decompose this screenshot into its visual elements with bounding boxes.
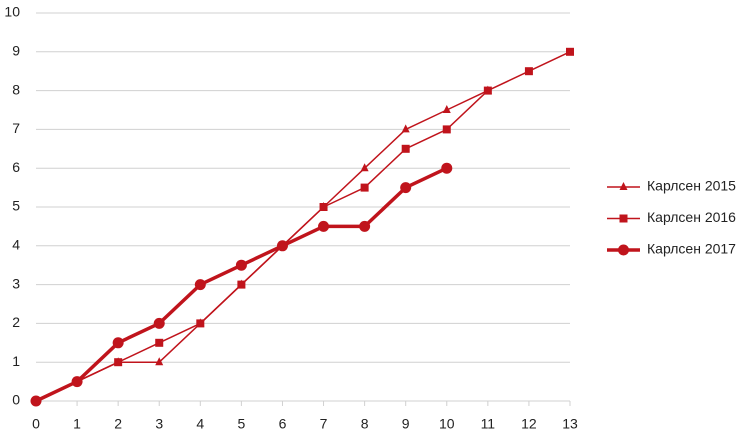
data-point	[71, 376, 83, 388]
x-tick-label: 11	[481, 416, 496, 432]
data-point	[318, 220, 330, 232]
y-tick-label: 7	[12, 120, 20, 136]
data-point	[566, 47, 574, 56]
x-tick-label: 8	[361, 416, 369, 432]
data-point	[401, 124, 410, 133]
data-point	[360, 183, 369, 192]
data-point	[319, 203, 328, 211]
y-tick-label: 3	[12, 275, 20, 291]
y-tick-label: 5	[12, 198, 20, 214]
y-tick-label: 0	[12, 392, 20, 408]
data-point	[194, 279, 206, 291]
data-point	[441, 162, 453, 174]
legend-label: Карлсен 2016	[647, 209, 736, 225]
data-point	[235, 259, 247, 271]
data-point	[114, 358, 123, 367]
data-point	[155, 338, 164, 347]
y-tick-label: 4	[12, 237, 20, 253]
y-tick-label: 8	[12, 81, 20, 97]
legend-entry: Карлсен 2015	[607, 178, 736, 194]
x-tick-label: 9	[402, 416, 410, 432]
data-point	[112, 337, 124, 349]
marker	[618, 244, 629, 256]
x-tick-label: 4	[196, 416, 204, 432]
series-line	[35, 51, 571, 402]
y-tick-label: 6	[12, 159, 20, 175]
data-point	[483, 86, 492, 95]
y-tick-label: 9	[12, 43, 20, 59]
data-point	[153, 317, 165, 329]
x-tick-label: 12	[521, 416, 537, 432]
x-tick-label: 7	[320, 416, 328, 432]
marker	[619, 214, 628, 223]
marker	[619, 182, 628, 190]
data-point	[359, 220, 371, 232]
data-point	[196, 319, 205, 328]
x-tick-label: 3	[155, 416, 163, 432]
x-tick-label: 10	[439, 416, 455, 432]
legend-label: Карлсен 2017	[647, 241, 736, 257]
data-point	[30, 395, 42, 407]
x-tick-label: 2	[114, 416, 122, 432]
legend-label: Карлсен 2015	[647, 178, 736, 194]
data-point	[442, 125, 451, 134]
data-point	[360, 163, 369, 172]
data-point	[524, 67, 533, 76]
data-point	[155, 357, 164, 366]
data-point	[401, 144, 410, 153]
data-point	[237, 280, 246, 289]
data-point	[400, 182, 412, 194]
y-tick-label: 10	[4, 4, 20, 20]
x-tick-label: 0	[32, 416, 40, 432]
y-tick-label: 2	[12, 314, 20, 330]
x-tick-label: 1	[73, 416, 81, 432]
data-point	[442, 105, 451, 113]
y-tick-label: 1	[12, 353, 20, 369]
x-tick-label: 5	[237, 416, 245, 432]
x-tick-label: 6	[279, 416, 287, 432]
x-tick-label: 13	[562, 416, 578, 432]
data-point	[276, 240, 288, 252]
